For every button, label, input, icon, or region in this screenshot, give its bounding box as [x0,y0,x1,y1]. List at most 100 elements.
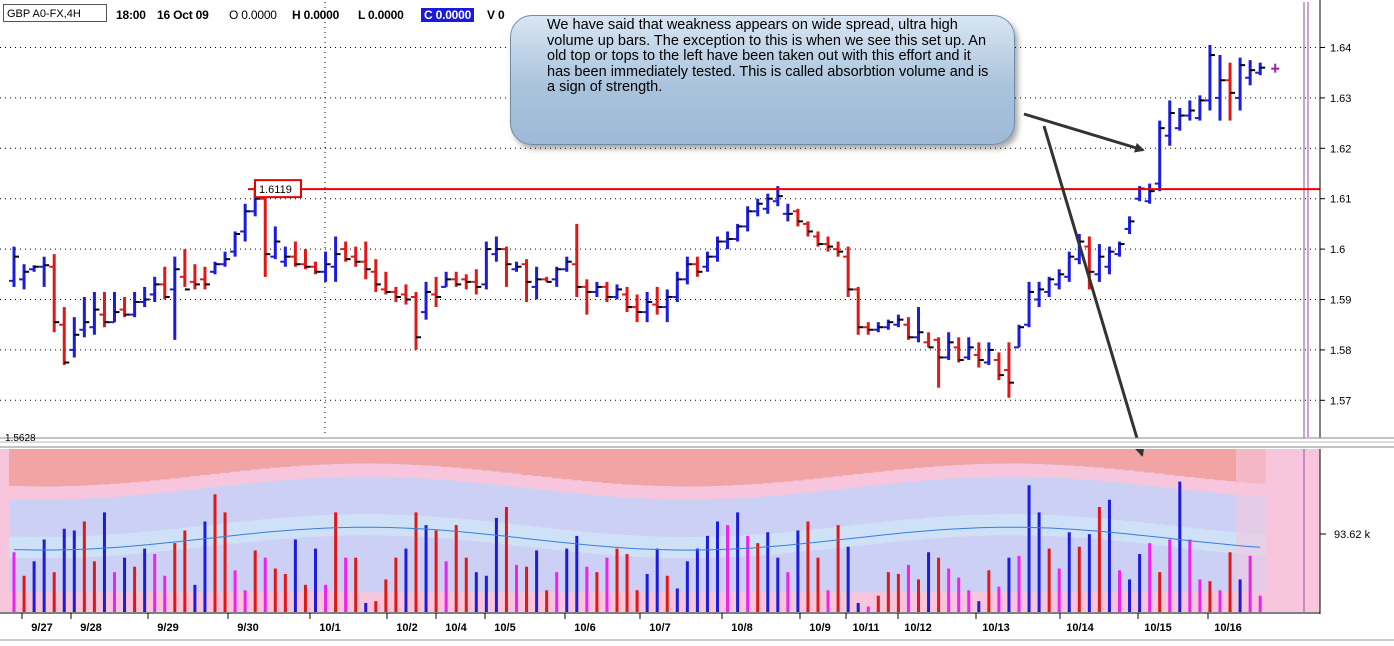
volume-zone-cell [320,536,332,593]
panel-separator-bg [0,438,1394,449]
date-axis-label: 10/12 [904,622,932,634]
price-bar [782,203,793,222]
volume-zone-cell [119,533,131,555]
volume-zone-cell [772,532,784,555]
volume-zone-cell [953,536,965,593]
volume-zone-cell [662,449,673,487]
volume-zone-cell [431,479,442,517]
volume-zone-cell [1003,463,1015,477]
volume-zone-cell [179,490,191,528]
price-bar [129,291,140,318]
volume-zone-cell [843,488,854,526]
volume-zone-cell [49,536,60,559]
price-bar [1204,44,1215,111]
price-bar [923,332,934,349]
annotation-text: We have said that weakness appears on wi… [547,17,989,95]
price-bar [240,203,251,242]
volume-zone-cell [19,449,30,487]
volume-zone-cell [370,449,382,464]
price-bar [1245,60,1256,86]
date-axis-label: 10/9 [809,622,830,634]
volume-zone-cell [993,514,1005,536]
volume-zone-cell [1003,476,1015,515]
volume-zone-cell [230,471,241,485]
price-bar [1255,62,1266,76]
volume-zone-cell [300,537,312,593]
volume-zone-cell [390,514,402,536]
date-axis-label: 10/15 [1144,622,1172,634]
volume-zone-cell [752,449,764,484]
volume-zone-cell [1114,449,1126,470]
volume-zone-cell [541,548,553,593]
volume-zone-cell [330,449,342,465]
volume-zone-cell [189,489,201,527]
volume-zone-cell [511,473,523,487]
volume-zone-cell [692,486,704,500]
price-bar [69,317,80,358]
volume-zone-cell [169,478,181,492]
volume-zone-cell [39,449,50,487]
bar-time: 18:00 [116,8,146,22]
volume-zone-cell [772,449,784,483]
volume-zone-cell [8,449,20,487]
volume-zone-cell [983,476,995,515]
volume-zone-cell [893,449,905,470]
volume-zone-cell [1054,449,1065,465]
volume-zone-cell [722,498,734,537]
volume-panel-edge [1236,449,1320,612]
volume-zone-cell [511,486,523,525]
volume-zone-cell [993,476,1005,515]
volume-zone-cell [400,515,412,537]
volume-zone-cell [260,519,271,541]
date-axis-label: 9/29 [157,622,178,634]
volume-zone-cell [742,449,754,485]
price-bar [390,286,401,303]
volume-zone-cell [209,473,221,488]
volume-zone-cell [380,476,392,515]
chart-overlay: 1.6119 [248,112,1320,457]
price-bar [551,266,562,287]
volume-zone-cell [792,480,804,494]
volume-zone-cell [29,486,40,500]
price-bar [330,236,341,282]
volume-zone-cell [792,493,804,532]
volume-zone-cell [973,449,985,465]
volume-zone-cell [1225,494,1236,532]
volume-zone-cell [380,463,392,477]
price-bar [89,291,100,335]
volume-zone-cell [943,478,955,517]
volume-zone-cell [189,526,201,548]
volume-zone-cell [19,486,30,500]
volume-zone-cell [933,516,945,539]
volume-zone-cell [712,499,724,537]
volume-zone-cell [541,527,553,549]
volume-zone-cell [280,467,291,481]
volume-zone-cell [893,482,905,521]
volume-zone-cell [782,449,794,482]
callout-arrow-volume [1042,125,1145,457]
volume-zone-cell [622,497,633,536]
price-bar [813,231,823,247]
volume-zone-cell [230,449,241,472]
volume-zone-cell [189,547,201,593]
symbol-field[interactable]: GBP A0-FX,4H [3,4,107,22]
volume-zone-cell [119,449,131,484]
volume-zone-cell [1154,545,1166,593]
volume-zone-cell [973,477,985,515]
price-axis-label: 1.58 [1330,345,1351,357]
volume-zone-cell [280,517,291,539]
volume-zone-cell [370,535,382,593]
volume-zone-cell [410,478,422,516]
volume-zone-cell [360,592,372,612]
volume-zone-cell [581,481,593,495]
volume-zone-cell [1084,449,1095,467]
volume-zone-cell [1114,469,1126,483]
volume-zone-cell [953,478,965,516]
volume-zone-cell [139,531,151,554]
volume-zone-cell [1194,528,1206,550]
volume-zone-cell [1094,467,1106,481]
volume-zone-cell [531,489,543,527]
volume-zone-cell [49,449,60,487]
volume-zone-cell [290,449,302,467]
